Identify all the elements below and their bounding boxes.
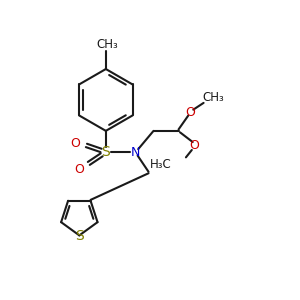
Text: O: O	[185, 106, 195, 118]
Text: O: O	[189, 139, 199, 152]
Text: O: O	[74, 163, 84, 176]
Text: S: S	[75, 229, 84, 243]
Text: H₃C: H₃C	[149, 158, 171, 171]
Text: O: O	[70, 137, 80, 150]
Text: S: S	[101, 145, 110, 159]
Text: CH₃: CH₃	[202, 92, 224, 104]
Text: CH₃: CH₃	[96, 38, 118, 50]
Text: N: N	[130, 146, 140, 159]
